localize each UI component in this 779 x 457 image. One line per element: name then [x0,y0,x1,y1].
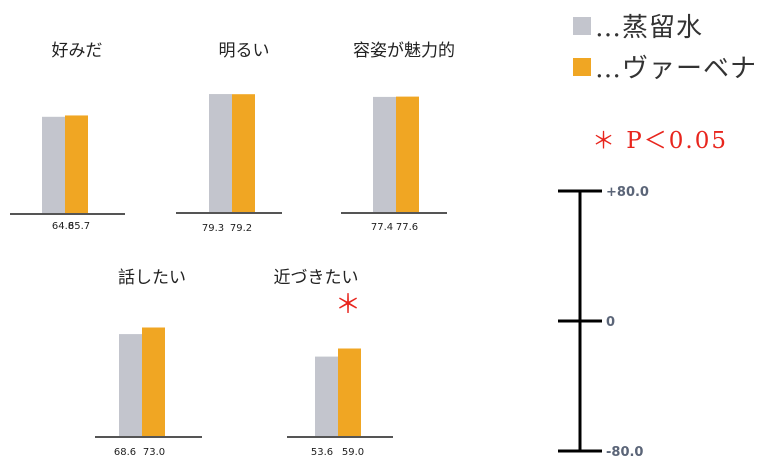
panel-1-value-label-1: 64.8 [52,221,74,232]
panel-1-title: 好みだ [52,41,103,61]
panel-4-bar-distilled-water [119,334,142,437]
legend-item-distilled-water: …蒸留水 [573,7,703,44]
panel-1-value-label-2: 65.7 [68,221,90,232]
scale-tick-label-1: +80.0 [606,185,649,200]
panel-3-value-label-1: 77.4 [371,222,393,233]
legend-item-verbena: …ヴァーベナ [573,48,757,85]
panel-2-bar-verbena [232,94,255,213]
panel-2-bar-distilled-water [209,94,232,213]
panel-4-value-label-2: 73.0 [143,447,165,457]
panel-5-bar-distilled-water [315,356,338,437]
legend-swatch-distilled-water [573,16,591,35]
scale-tick-label-3: -80.0 [606,445,643,457]
legend-label-verbena: …ヴァーベナ [595,54,758,84]
panel-5-value-label-2: 59.0 [342,447,364,457]
panel-2-value-label-2: 79.2 [230,223,252,234]
panel-1-bar-distilled-water [42,116,65,214]
panel-3-bar-distilled-water [373,96,396,213]
panel-5-significance-marker: ＊ [335,290,361,320]
panel-1-bar-verbena [65,115,88,214]
panel-2-value-label-1: 79.3 [202,223,224,234]
legend-label-distilled-water: …蒸留水 [595,13,704,43]
panel-4-value-label-1: 68.6 [114,447,136,457]
panel-3-value-label-2: 77.6 [396,222,418,233]
panel-4-bar-verbena [142,327,165,437]
legend-swatch-verbena [573,57,591,76]
scale-tick-label-2: 0 [606,315,615,330]
panel-5-bar-verbena [338,348,361,437]
panel-2-title: 明るい [219,41,270,61]
panel-3-title: 容姿が魅力的 [353,41,455,61]
panel-3-bar-verbena [396,96,419,213]
panel-4-title: 話したい [118,268,186,288]
panel-5-value-label-1: 53.6 [311,447,333,457]
panel-5-title: 近づきたい [274,268,359,288]
significance-note: ＊ P＜0.05 [592,128,728,154]
